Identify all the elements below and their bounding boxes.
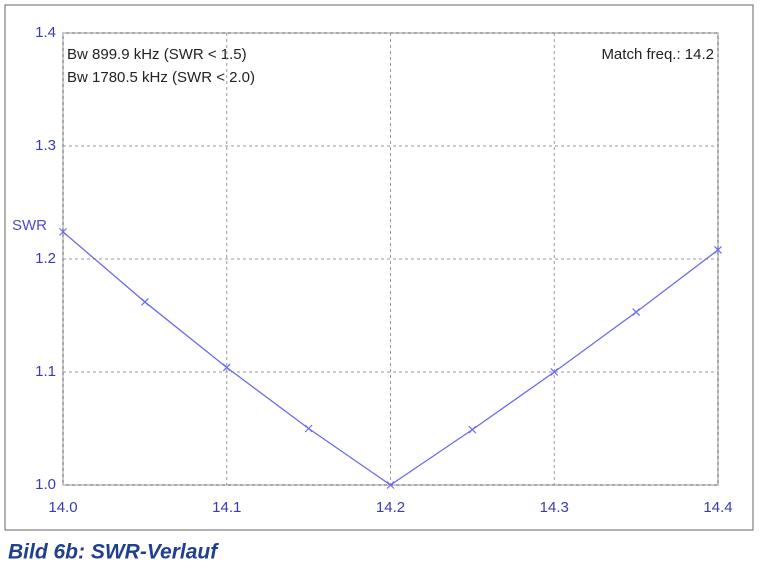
point-marker [140,298,149,306]
point-marker [59,227,67,236]
point-marker [632,308,641,317]
y-tick-label: 1.3 [35,137,56,154]
caption: Bild 6b: SWR-Verlauf [8,541,219,564]
annotation: Bw 899.9 kHz (SWR < 1.5) [67,46,247,63]
y-tick-label: 1.4 [35,24,56,41]
x-tick-label: 14.2 [376,499,405,516]
frame [4,4,754,531]
x-tick-label: 14.1 [212,499,241,516]
x-tick-label: 14.0 [48,499,77,516]
point-marker [468,425,477,434]
point-marker [386,481,395,489]
y-tick-label: 1.0 [35,476,56,493]
point-marker [550,368,559,376]
y-tick-label: 1.1 [35,363,56,380]
point-marker [222,363,231,372]
annotation: Match freq.: 14.2 [601,46,714,63]
point-marker [304,424,313,433]
annotation: Bw 1780.5 kHz (SWR < 2.0) [67,69,255,86]
x-tick-label: 14.4 [703,499,732,516]
point-marker [714,246,722,254]
y-tick-label: 1.2 [35,250,56,267]
x-tick-label: 14.3 [540,499,569,516]
y-axis-label: SWR [12,217,47,234]
